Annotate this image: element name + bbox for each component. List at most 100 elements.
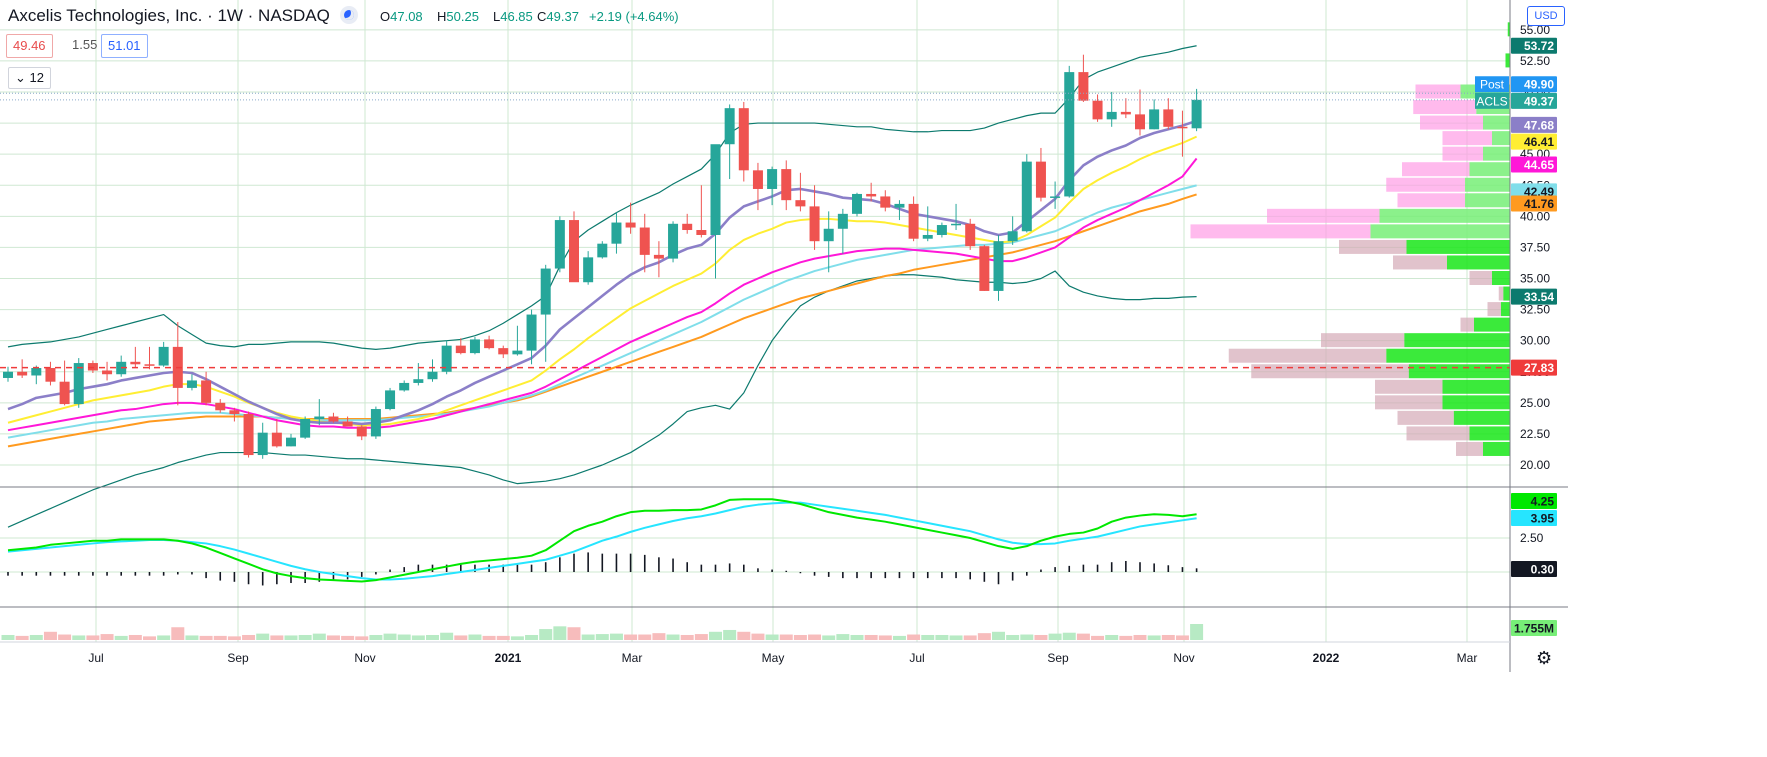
- candle-body: [710, 144, 721, 235]
- volume-bar: [864, 634, 878, 640]
- candle-body: [328, 416, 339, 422]
- vp-up-bar: [1404, 333, 1510, 348]
- time-tick-label: Sep: [227, 651, 249, 665]
- candle-body: [922, 234, 933, 239]
- candle-body: [215, 402, 226, 411]
- volume-bar: [1190, 624, 1204, 640]
- candle-body: [385, 390, 396, 410]
- volume-bar: [525, 634, 539, 640]
- candle-body: [625, 222, 636, 228]
- price-tick-label: 37.50: [1520, 240, 1550, 254]
- volume-bar: [878, 635, 892, 640]
- price-label-text: 49.37: [1524, 94, 1554, 108]
- volume-bar: [199, 635, 213, 640]
- gear-icon[interactable]: ⚙: [1536, 648, 1553, 668]
- volume-bar: [949, 635, 963, 640]
- vp-up-bar: [1447, 255, 1510, 270]
- volume-bar: [850, 634, 864, 640]
- candle-body: [724, 108, 735, 145]
- volume-bar: [256, 633, 270, 640]
- price-label-text: 4.25: [1531, 495, 1555, 509]
- time-tick-label: Mar: [1457, 651, 1478, 665]
- candle-body: [668, 223, 679, 259]
- vp-down-bar: [1413, 100, 1477, 115]
- volume-bar: [1091, 635, 1105, 640]
- vp-down-bar: [1415, 84, 1461, 99]
- currency-select[interactable]: USD: [1527, 6, 1565, 26]
- candle-body: [186, 380, 197, 388]
- price-label-box: [1511, 156, 1557, 173]
- candle-body: [1163, 109, 1174, 127]
- candle-body: [201, 380, 212, 403]
- volume-bar: [397, 634, 411, 640]
- candle-body: [484, 339, 495, 349]
- price-tick-label: 32.50: [1520, 303, 1550, 317]
- candle-body: [17, 371, 28, 376]
- volume-bar: [1034, 634, 1048, 640]
- volume-bar: [963, 635, 977, 640]
- volume-bar: [29, 634, 43, 640]
- vp-up-bar: [1453, 410, 1510, 425]
- time-tick-label: 2022: [1313, 651, 1340, 665]
- volume-bar: [270, 635, 284, 640]
- volume-bar: [128, 634, 142, 640]
- volume-bar: [383, 633, 397, 640]
- volume-bar: [440, 632, 454, 640]
- price-label-box: [1511, 37, 1557, 54]
- symbol-tag-box: [1475, 92, 1509, 109]
- volume-bar: [1147, 635, 1161, 640]
- time-tick-label: Sep: [1047, 651, 1069, 665]
- price-label-box: [1511, 620, 1557, 636]
- price-label-text: 33.54: [1524, 290, 1554, 304]
- symbol-title[interactable]: Axcelis Technologies, Inc. · 1W · NASDAQ: [8, 6, 330, 25]
- vp-up-bar: [1465, 193, 1510, 208]
- volume-bar: [355, 636, 369, 640]
- indicators-collapse-button[interactable]: ⌄ 12: [8, 67, 51, 89]
- volume-bar: [935, 634, 949, 640]
- candle-body: [1092, 100, 1103, 120]
- chart-canvas[interactable]: 55.0052.5050.0047.5045.0042.5040.0037.50…: [0, 0, 1568, 672]
- vp-down-bar: [1456, 441, 1483, 456]
- candle-body: [229, 410, 240, 415]
- candle-body: [1064, 72, 1075, 197]
- price-label-box: [1511, 288, 1557, 305]
- vp-up-bar: [1505, 53, 1510, 68]
- vp-up-bar: [1406, 239, 1510, 254]
- candle-body: [540, 268, 551, 315]
- volume-bar: [737, 631, 751, 640]
- candle-body: [936, 225, 947, 235]
- candle-body: [498, 348, 509, 355]
- candle-body: [696, 230, 707, 235]
- vp-up-bar: [1492, 131, 1510, 146]
- vp-down-bar: [1487, 302, 1501, 317]
- candle-body: [738, 108, 749, 171]
- candle-body: [639, 227, 650, 255]
- candle-body: [682, 223, 693, 231]
- vp-down-bar: [1498, 286, 1504, 301]
- volume-bar: [143, 636, 156, 640]
- vp-up-bar: [1379, 208, 1510, 223]
- price-tick-label: 22.50: [1520, 427, 1550, 441]
- candle-body: [370, 409, 381, 437]
- price-label-text: 44.65: [1524, 158, 1554, 172]
- sell-price[interactable]: 49.46: [6, 34, 53, 58]
- volume-bar: [1175, 635, 1189, 640]
- vp-up-bar: [1501, 302, 1510, 317]
- vp-up-bar: [1474, 317, 1510, 332]
- vp-down-bar: [1321, 333, 1405, 348]
- vp-up-bar: [1469, 426, 1510, 441]
- candle-body: [1050, 196, 1061, 198]
- vp-down-bar: [1397, 410, 1454, 425]
- candle-body: [469, 339, 480, 354]
- candle-body: [823, 228, 834, 242]
- volume-bar: [1048, 633, 1062, 640]
- buy-price[interactable]: 51.01: [101, 34, 148, 58]
- volume-bar: [468, 634, 482, 640]
- volume-bar: [496, 635, 510, 640]
- volume-profile: [1190, 22, 1510, 456]
- vp-down-bar: [1460, 317, 1474, 332]
- candle-body: [866, 193, 877, 197]
- price-label-box: [1511, 195, 1557, 212]
- volume-bar: [666, 634, 680, 640]
- market-status-icon[interactable]: [340, 6, 358, 24]
